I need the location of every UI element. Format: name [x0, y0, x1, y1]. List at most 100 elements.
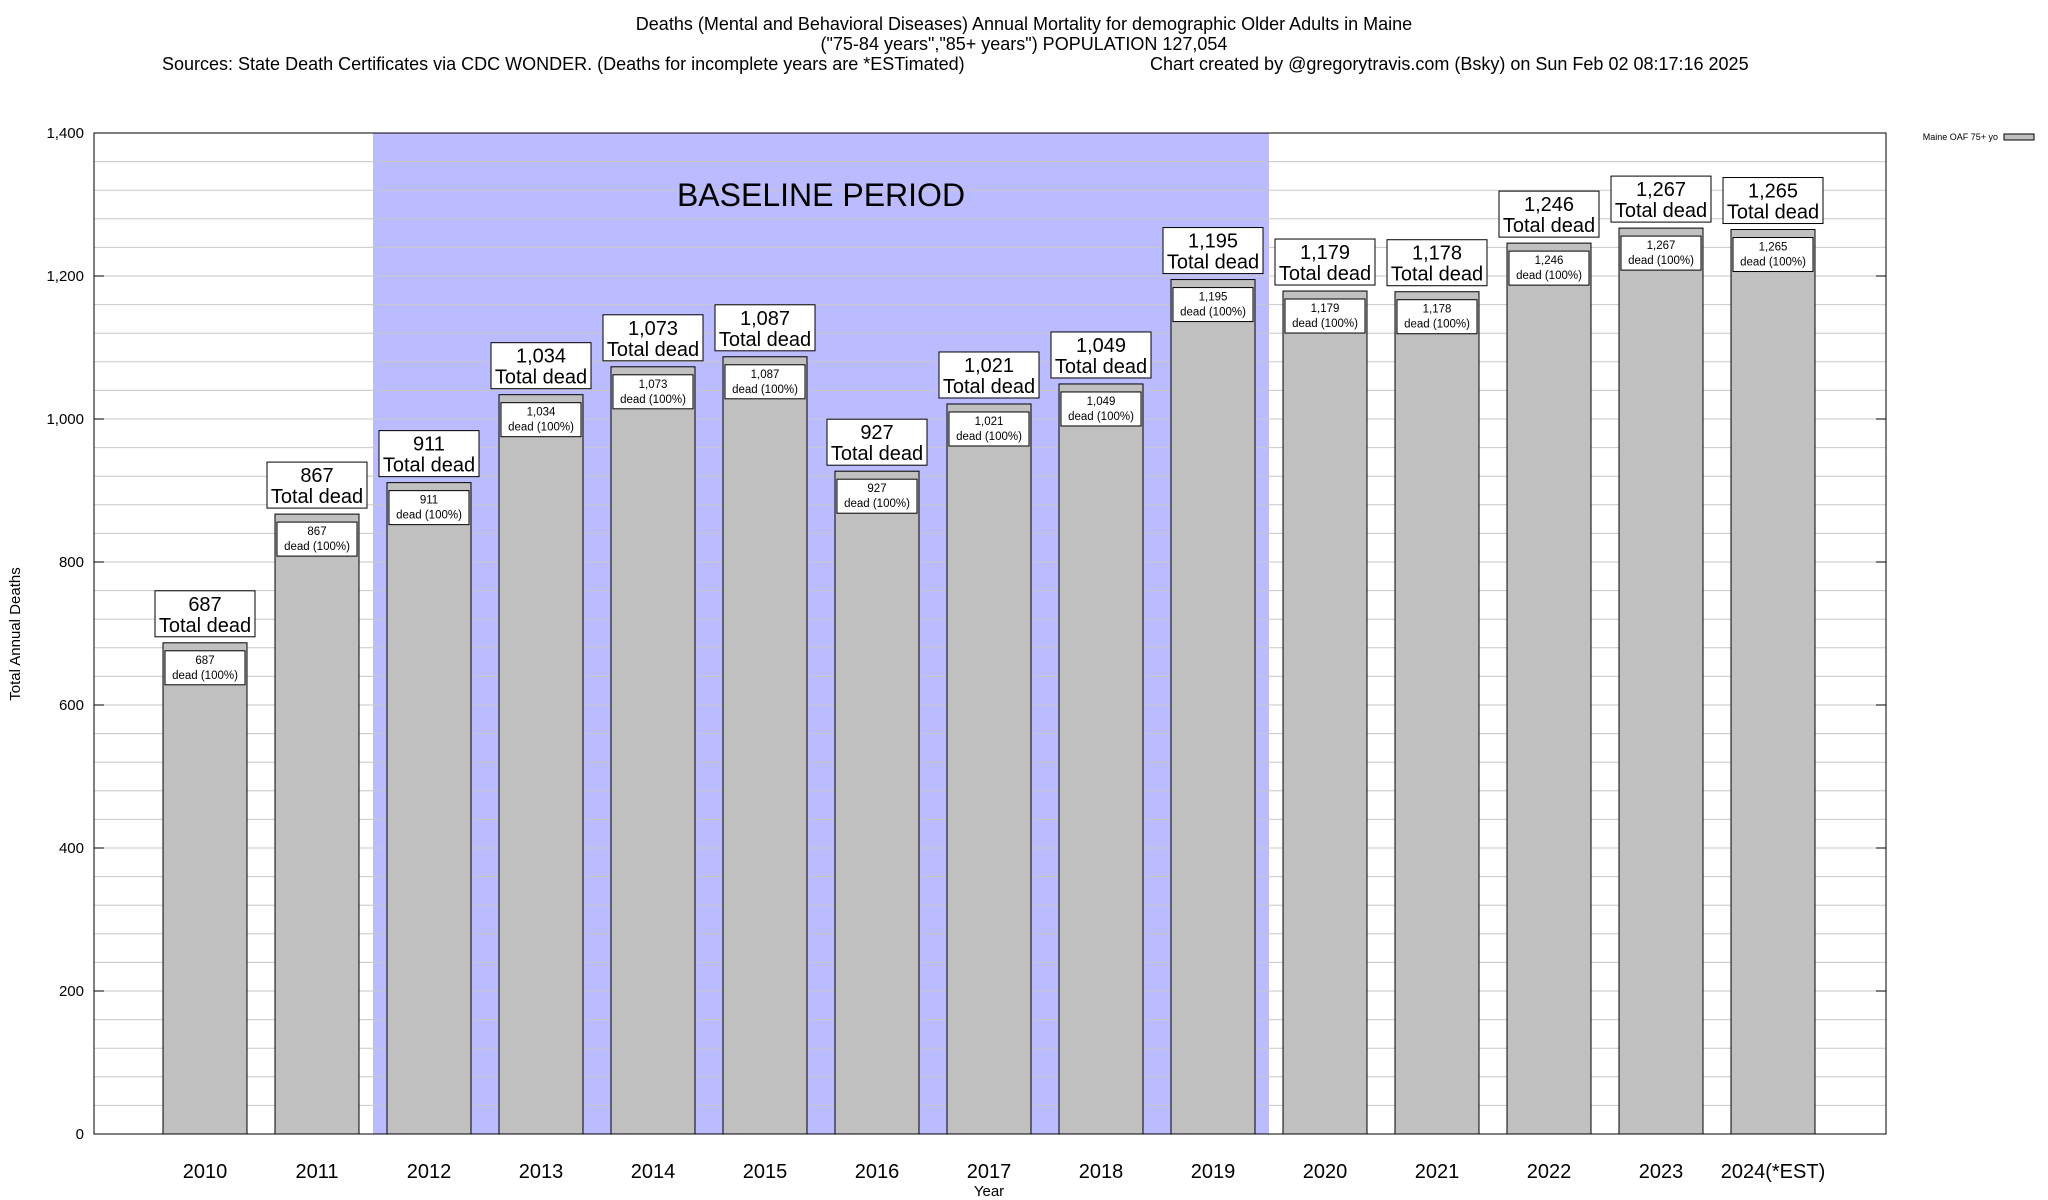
bar — [1170, 279, 1256, 1135]
bar-total-value-label: 1,087 — [740, 308, 790, 330]
bar-inner-label-box — [1620, 235, 1702, 271]
bar-total-value-label: 1,246 — [1524, 194, 1574, 216]
x-tick-label: 2014 — [631, 1161, 676, 1183]
y-tick-label: 800 — [59, 554, 84, 571]
bar-total-value-label: 1,195 — [1188, 231, 1238, 253]
bar-total-label-box — [1274, 238, 1376, 286]
bar-inner-label-box — [724, 364, 806, 400]
bar-inner-value-label: 1,087 — [751, 369, 780, 381]
bar-total-label-box — [266, 461, 368, 509]
bar-inner-label-box — [164, 650, 246, 686]
bar-inner-label-box — [836, 478, 918, 514]
bar-total-text-label: Total dead — [1055, 356, 1147, 378]
bar-total-value-label: 687 — [188, 594, 221, 616]
bar-inner-value-label: 1,267 — [1647, 240, 1676, 252]
y-tick-label: 600 — [59, 697, 84, 714]
chart-source: Sources: State Death Certificates via CD… — [162, 54, 965, 74]
y-axis-title: Total Annual Deaths — [7, 567, 24, 700]
bar-total-label-box — [714, 304, 816, 352]
bar-total-text-label: Total dead — [1391, 264, 1483, 286]
bar — [610, 366, 696, 1135]
bar-inner-label-box — [1732, 237, 1814, 273]
bar — [162, 642, 248, 1135]
bar-total-label-box — [1050, 331, 1152, 379]
x-axis-title: Year — [974, 1183, 1004, 1200]
bar-inner-value-label: 911 — [420, 495, 438, 507]
chart-title: Deaths (Mental and Behavioral Diseases) … — [635, 14, 1413, 34]
bar-total-label-box — [378, 430, 480, 478]
chart-title-block: Deaths (Mental and Behavioral Diseases) … — [0, 14, 2048, 54]
bar-inner-label-box — [1396, 299, 1478, 335]
bar-total-label-box — [1386, 239, 1488, 287]
y-tick-label: 200 — [59, 983, 84, 1000]
bar-total-label-box — [1610, 175, 1712, 223]
bar-total-label-box — [826, 418, 928, 466]
bar-inner-value-label: 1,195 — [1199, 292, 1228, 304]
bar-inner-label-box — [612, 374, 694, 410]
bar-total-value-label: 1,034 — [516, 346, 566, 368]
x-tick-label: 2015 — [743, 1161, 788, 1183]
bar-inner-percent-label: dead (100%) — [172, 670, 238, 682]
bar — [834, 470, 920, 1135]
bar-total-value-label: 1,267 — [1636, 179, 1686, 201]
bar-inner-percent-label: dead (100%) — [1292, 318, 1358, 330]
bar-inner-label-box — [1060, 391, 1142, 427]
bar — [274, 513, 360, 1135]
bar — [1730, 229, 1816, 1135]
bar-inner-label-box — [500, 402, 582, 438]
bar-inner-percent-label: dead (100%) — [1740, 257, 1806, 269]
bar-inner-percent-label: dead (100%) — [1516, 270, 1582, 282]
bar-inner-value-label: 1,073 — [639, 379, 668, 391]
x-tick-label: 2018 — [1079, 1161, 1124, 1183]
bar-inner-label-box — [388, 490, 470, 526]
bar-inner-percent-label: dead (100%) — [1068, 411, 1134, 423]
baseline-period-label: BASELINE PERIOD — [677, 177, 965, 213]
x-tick-label: 2016 — [855, 1161, 900, 1183]
bar — [722, 356, 808, 1135]
bar — [1618, 227, 1704, 1135]
bar — [1506, 242, 1592, 1135]
bar-inner-percent-label: dead (100%) — [1404, 319, 1470, 331]
bar-inner-value-label: 867 — [307, 526, 326, 538]
bar-total-value-label: 1,178 — [1412, 243, 1462, 265]
bar — [1394, 291, 1480, 1135]
bar-inner-percent-label: dead (100%) — [1180, 307, 1246, 319]
bar-total-text-label: Total dead — [1279, 263, 1371, 285]
bar-total-label-box — [1722, 177, 1824, 225]
legend-label: Maine OAF 75+ yo — [1923, 132, 1998, 142]
bar-total-value-label: 867 — [300, 465, 333, 487]
bar-inner-value-label: 1,049 — [1087, 396, 1116, 408]
bar-inner-value-label: 1,246 — [1535, 255, 1564, 267]
y-tick-label: 400 — [59, 840, 84, 857]
chart-subtitle: ("75-84 years","85+ years") POPULATION 1… — [820, 34, 1228, 54]
bar-total-label-box — [602, 314, 704, 362]
bar-total-text-label: Total dead — [831, 443, 923, 465]
bar-total-text-label: Total dead — [495, 367, 587, 389]
bar-total-text-label: Total dead — [383, 455, 475, 477]
x-tick-label: 2017 — [967, 1161, 1012, 1183]
bar-inner-percent-label: dead (100%) — [732, 384, 798, 396]
bar-inner-percent-label: dead (100%) — [284, 541, 350, 553]
bar-total-text-label: Total dead — [607, 339, 699, 361]
bar-total-value-label: 1,179 — [1300, 242, 1350, 264]
bar-inner-percent-label: dead (100%) — [508, 422, 574, 434]
bar-inner-value-label: 687 — [195, 655, 214, 667]
bar-inner-percent-label: dead (100%) — [1628, 255, 1694, 267]
bar-total-value-label: 1,265 — [1748, 181, 1798, 203]
bar-inner-value-label: 1,265 — [1759, 242, 1788, 254]
x-tick-label: 2022 — [1527, 1161, 1572, 1183]
bar-inner-label-box — [948, 411, 1030, 447]
y-tick-label: 1,000 — [46, 411, 84, 428]
x-tick-label: 2019 — [1191, 1161, 1236, 1183]
bar — [386, 482, 472, 1135]
bar-inner-value-label: 1,179 — [1311, 303, 1340, 315]
bar-total-label-box — [1162, 227, 1264, 275]
bar-total-text-label: Total dead — [1167, 252, 1259, 274]
x-tick-label: 2010 — [183, 1161, 228, 1183]
bar-total-text-label: Total dead — [719, 329, 811, 351]
bar-inner-value-label: 1,034 — [527, 407, 556, 419]
bar-total-label-box — [490, 342, 592, 390]
bar-inner-value-label: 1,178 — [1423, 304, 1452, 316]
x-tick-label: 2011 — [295, 1161, 338, 1183]
